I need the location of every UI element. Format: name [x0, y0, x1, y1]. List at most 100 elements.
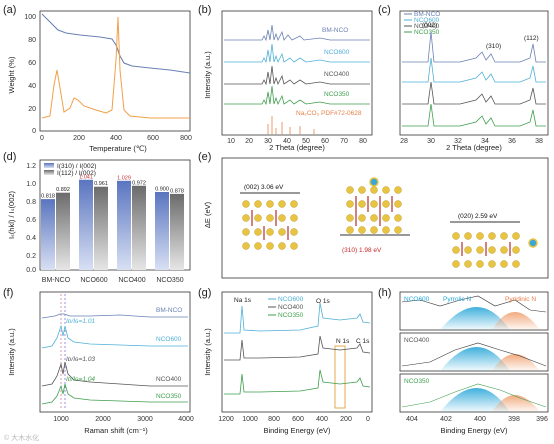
- ytick-a: 20: [28, 106, 36, 113]
- panel-label-g: (g): [198, 287, 211, 299]
- structure-002: [242, 200, 298, 250]
- yticks-d: 1.2 1.0 0.8 0.6 0.4 0.2 0.0: [26, 163, 36, 274]
- watermark: © 大木水化: [4, 433, 39, 442]
- raman-nco400: [41, 361, 188, 387]
- xps-nco600: [224, 302, 371, 334]
- xps-h-nco400: [401, 342, 547, 367]
- ylabel-e: ΔE (eV): [203, 201, 212, 228]
- xtick-a: 800: [180, 135, 192, 142]
- structure-310: [346, 186, 402, 234]
- pyrrolic-peak-nco400: [440, 347, 510, 371]
- label-f-nco350: NCO350: [156, 393, 182, 400]
- legend-swatch-112: [44, 170, 54, 175]
- category-d: NCO400: [118, 277, 145, 284]
- xticks-g: 1200 1000 800 600 400 200 0: [218, 416, 370, 423]
- category-d: NCO350: [156, 277, 183, 284]
- xtick-c: 30: [427, 138, 435, 145]
- legend-c-item: NCO400: [414, 23, 440, 30]
- xtick-g: 600: [292, 416, 304, 423]
- label-nco600: NCO600: [324, 49, 350, 56]
- bar-value-label: 0.818: [41, 194, 55, 200]
- panel-a: (a) Weight (%) Temperature (℃) 100 80 60…: [3, 4, 192, 153]
- xps-nco400: [224, 335, 371, 361]
- legend-c-item: NCO600: [414, 17, 440, 24]
- xlabel-c: 2 Theta (degree): [446, 143, 502, 152]
- peak-310: (310): [486, 43, 501, 50]
- ytick-d: 1.0: [26, 181, 36, 188]
- adsorbate-icon: [369, 177, 379, 187]
- ratio-nco600: Iᴅ/Iɢ=1.01: [66, 318, 95, 325]
- legend-g: NCO600 NCO400 NCO350: [268, 296, 304, 319]
- sample-h-nco400: NCO400: [404, 337, 430, 344]
- ytick-a: 100: [24, 14, 36, 21]
- panel-label-b: (b): [198, 4, 211, 16]
- ytick-d: 0.2: [26, 253, 36, 260]
- xtick-g: 1000: [242, 416, 258, 423]
- ytick-a: 0: [32, 128, 36, 135]
- ytick-a: 80: [28, 37, 36, 44]
- zoom-nco350: [402, 103, 546, 127]
- xtick-b: 30: [264, 138, 272, 145]
- xtick-b: 70: [340, 138, 348, 145]
- label-reference: Na₂CO₃ PDF#72-0628: [296, 110, 362, 117]
- plot-frame-d: [39, 159, 191, 271]
- peak-n1s: N 1s: [336, 338, 350, 345]
- zoom-nco400: [402, 81, 546, 105]
- bonds-002: [251, 210, 289, 240]
- panel-d: (d) Iₛ(hkl) / Iₛ(002) I(310) / I(002) I(…: [3, 151, 191, 284]
- ytick-d: 0.0: [26, 267, 36, 274]
- label-310: (310) 1.98 eV: [342, 247, 382, 254]
- ytick-d: 0.6: [26, 217, 36, 224]
- label-pyridinic: Pyridinic N: [505, 296, 536, 303]
- tga-curve: [41, 13, 191, 74]
- xlabel-a: Temperature (℃): [89, 144, 147, 153]
- sample-h-nco600: NCO600: [404, 296, 430, 303]
- xps-h-nco350: [401, 383, 547, 408]
- dtg-curve: [41, 16, 190, 119]
- bar-112: [94, 186, 108, 270]
- legend-g-item: NCO350: [278, 312, 304, 319]
- structure-020: [452, 232, 520, 268]
- plot-frame-a: [39, 10, 191, 132]
- label-f-nco400: NCO400: [156, 376, 182, 383]
- panel-f: (f) Intensity (a.u.) Raman shift (cm⁻¹) …: [3, 287, 194, 435]
- xlabel-h: Binding Energy (eV): [440, 426, 508, 435]
- ylabel-a: Weight (%): [7, 56, 16, 93]
- xtick-b: 60: [321, 138, 329, 145]
- bonds-020: [461, 242, 511, 256]
- panel-label-c: (c): [378, 4, 391, 16]
- raman-nco600: [41, 324, 188, 349]
- plot-frame-b: [221, 10, 373, 136]
- legend-c-item: NCO350: [414, 29, 440, 36]
- panel-g: (g) Intensity (a.u.) Binding Energy (eV)…: [198, 287, 373, 435]
- panel-label-d: (d): [3, 151, 16, 163]
- ytick-a: 60: [28, 60, 36, 67]
- ytick-d: 0.8: [26, 199, 36, 206]
- panel-label-e: (e): [198, 151, 211, 163]
- bar-value-label: 0.972: [132, 180, 146, 186]
- bar-310: [117, 180, 131, 270]
- xtick-f: 1000: [53, 416, 69, 423]
- ratio-nco400: Iᴅ/Iɢ=1.03: [66, 356, 95, 363]
- peak-na1s: Na 1s: [234, 297, 252, 304]
- xtick-h: 398: [508, 416, 520, 423]
- xlabel-g: Binding Energy (eV): [263, 426, 331, 435]
- plot-frame-g: [221, 291, 373, 413]
- peak-112: (112): [524, 35, 539, 42]
- bar-112: [56, 192, 70, 270]
- zoom-bmnco: [402, 31, 546, 63]
- category-d: BM-NCO: [42, 277, 71, 284]
- bar-112: [132, 185, 146, 270]
- ratio-nco350: Iᴅ/Iɢ=1.04: [66, 376, 95, 383]
- zoom-nco600: [402, 57, 546, 83]
- xtick-g: 800: [268, 416, 280, 423]
- label-bmnco: BM-NCO: [322, 27, 348, 34]
- label-020: (020) 2.59 eV: [458, 213, 498, 220]
- plot-frame-f: [39, 291, 191, 413]
- xlabel-f: Raman shift (cm⁻¹): [84, 426, 148, 435]
- xlabel-b: 2 Theta (degree): [269, 143, 325, 152]
- label-pyrrolic: Pyrrolic N: [443, 296, 471, 303]
- bar-value-label: 1.029: [117, 175, 131, 181]
- adsorbate-icon: [528, 238, 538, 248]
